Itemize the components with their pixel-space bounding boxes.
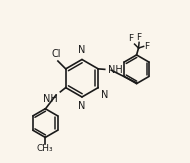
Text: F: F [129, 34, 134, 43]
Text: CH₃: CH₃ [37, 144, 54, 153]
Text: N: N [78, 45, 86, 55]
Text: NH: NH [108, 65, 122, 75]
Text: F: F [137, 33, 142, 42]
Text: Cl: Cl [51, 49, 61, 59]
Text: N: N [101, 90, 108, 100]
Text: N: N [78, 101, 86, 111]
Text: F: F [144, 42, 150, 51]
Text: NH: NH [43, 94, 58, 104]
